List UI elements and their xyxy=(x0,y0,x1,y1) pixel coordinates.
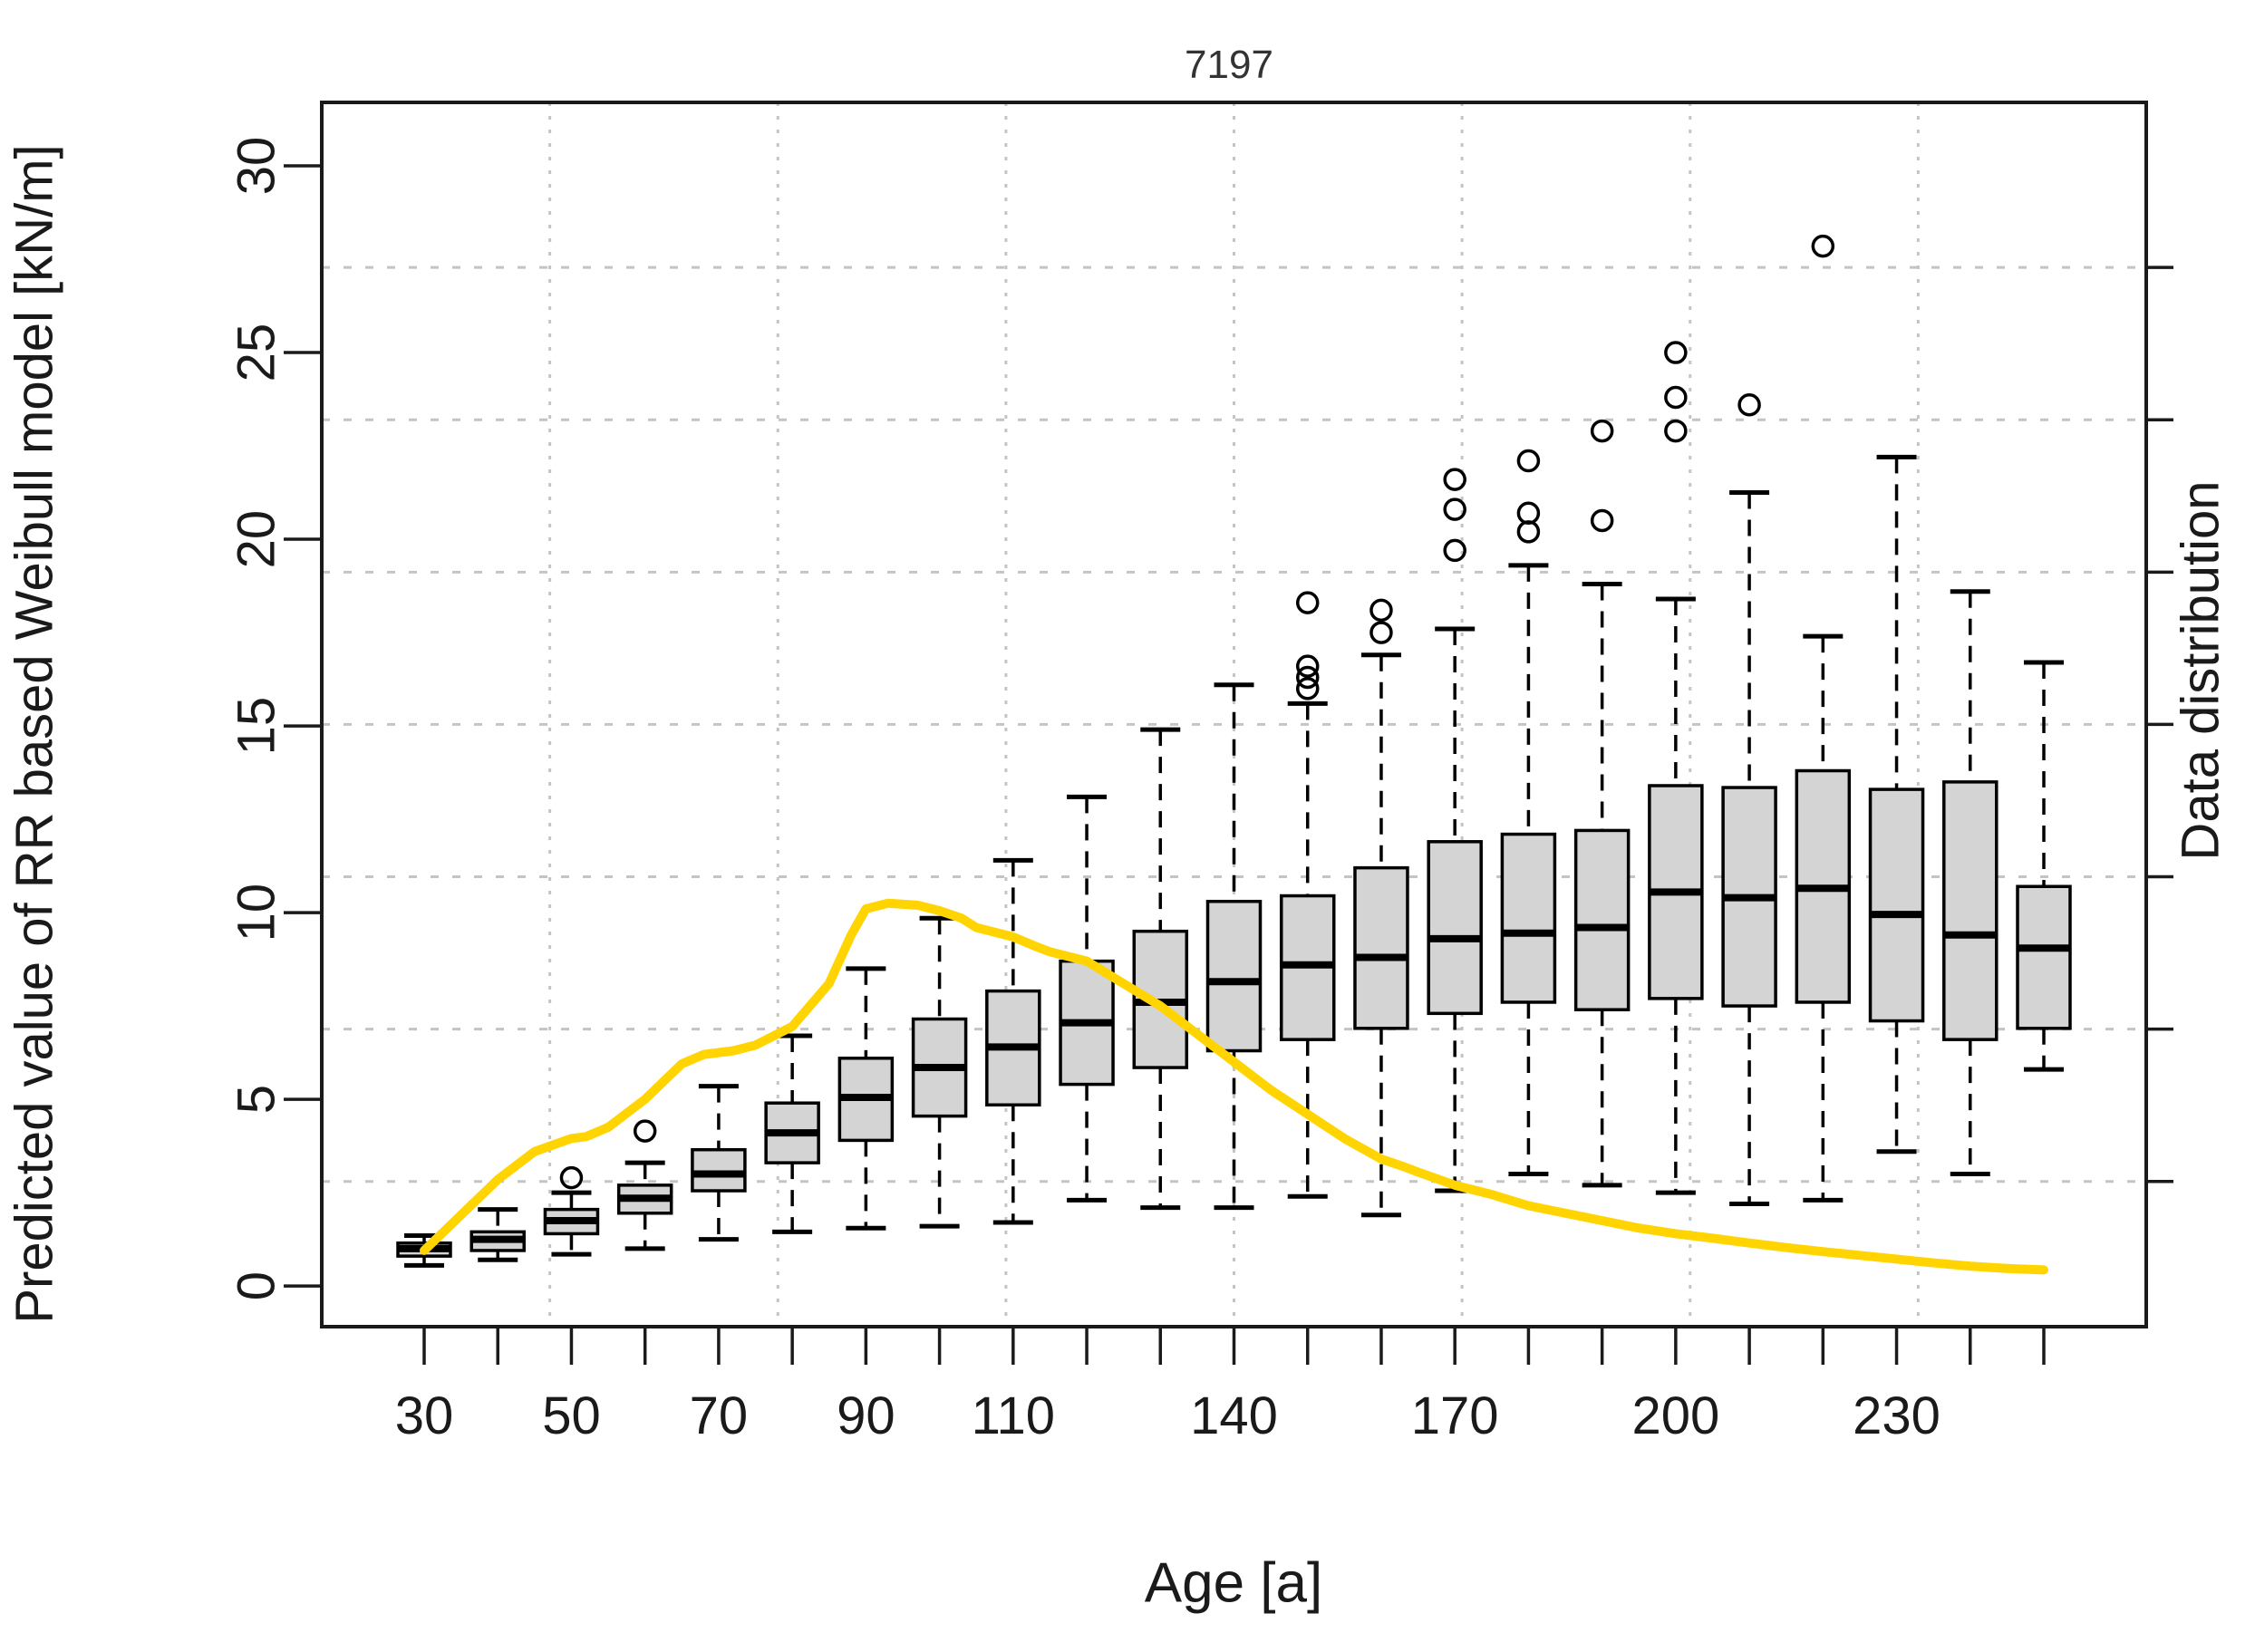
outlier-point xyxy=(1516,520,1541,544)
box-group-age-200 xyxy=(1648,341,1704,1195)
box-group-age-100 xyxy=(911,915,968,1229)
box-group-age-110 xyxy=(985,857,1041,1225)
box-group-age-160 xyxy=(1353,598,1409,1218)
outlier-point xyxy=(1295,591,1320,614)
y-tick-label: 0 xyxy=(227,1271,286,1300)
y-tick-label: 20 xyxy=(227,510,286,569)
outlier-point xyxy=(1590,508,1614,533)
y-tick-label: 5 xyxy=(227,1085,286,1114)
box-group-age-80 xyxy=(764,1033,820,1234)
outlier-point xyxy=(1516,501,1541,525)
outlier-point xyxy=(1443,538,1466,563)
y-tick-label: 25 xyxy=(227,324,286,382)
box-group-age-130 xyxy=(1132,727,1189,1211)
y-tick-label: 30 xyxy=(227,137,286,196)
y-tick-label: 10 xyxy=(227,884,286,942)
chart-title: 7197 xyxy=(1185,43,1273,87)
box-group-age-120 xyxy=(1059,794,1115,1203)
x-tick-label: 70 xyxy=(690,1386,749,1445)
density-line xyxy=(420,898,2048,1275)
x-tick-label: 30 xyxy=(395,1386,454,1445)
outlier-point xyxy=(1295,677,1320,700)
outlier-point xyxy=(1516,449,1541,473)
outlier-point xyxy=(1737,392,1761,417)
outlier-point xyxy=(1295,654,1320,678)
outlier-point xyxy=(1295,665,1320,690)
x-tick-label: 140 xyxy=(1190,1386,1278,1445)
box-group-age-70 xyxy=(691,1084,747,1242)
outlier-point xyxy=(633,1119,657,1143)
box-group-age-210 xyxy=(1721,392,1777,1206)
outlier-point xyxy=(1811,234,1835,258)
box-group-age-140 xyxy=(1205,682,1263,1211)
box-group-age-170 xyxy=(1427,468,1483,1193)
gridlines xyxy=(322,102,2146,1327)
box-group-age-60 xyxy=(616,1119,673,1251)
outlier-point xyxy=(1664,419,1688,443)
box-group-age-220 xyxy=(1795,234,1852,1203)
outlier-point xyxy=(1443,468,1466,491)
box-group-age-230 xyxy=(1868,454,1925,1154)
y-tick-label: 15 xyxy=(227,697,286,756)
box-group-age-190 xyxy=(1573,419,1631,1188)
box-group-age-150 xyxy=(1279,591,1336,1199)
outlier-point xyxy=(1369,621,1393,644)
x-tick-label: 50 xyxy=(542,1386,601,1445)
x-tick-label: 110 xyxy=(972,1386,1055,1445)
outlier-point xyxy=(559,1165,584,1190)
box-group-age-90 xyxy=(837,966,895,1231)
outlier-point xyxy=(1664,385,1688,410)
x-tick-label: 230 xyxy=(1853,1386,1940,1445)
x-tick-label: 200 xyxy=(1631,1386,1719,1445)
box-group-age-50 xyxy=(543,1165,600,1257)
outlier-point xyxy=(1369,598,1393,623)
outlier-point xyxy=(1443,498,1466,521)
x-tick-label: 90 xyxy=(837,1386,895,1445)
axes: 0 5 10 15 20 25 30 30 50 70 90 110 140 170 200 230 xyxy=(227,101,2173,1445)
outlier-point xyxy=(1590,419,1614,443)
box-group-age-240 xyxy=(1942,589,1999,1176)
x-axis-title: Age [a] xyxy=(1144,1551,1323,1615)
x-tick-label: 170 xyxy=(1411,1386,1499,1445)
box-group-age-180 xyxy=(1500,449,1557,1176)
outlier-point xyxy=(1664,341,1688,364)
box-group-age-40 xyxy=(469,1207,526,1262)
box-group-age-250 xyxy=(2016,660,2072,1072)
